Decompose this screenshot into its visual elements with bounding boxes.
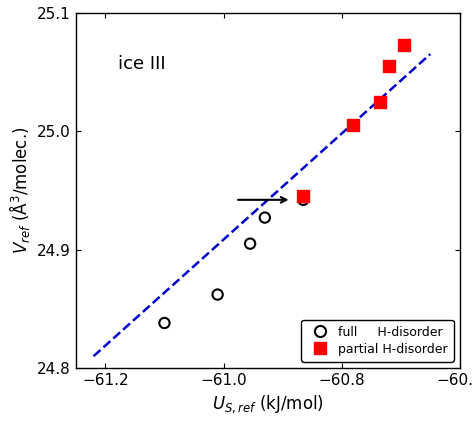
Y-axis label: $V_{ref}$ ($\mathregular{\AA}^3$/molec.): $V_{ref}$ ($\mathregular{\AA}^3$/molec.) bbox=[7, 126, 32, 254]
Point bbox=[350, 122, 357, 129]
Point bbox=[261, 214, 269, 221]
Text: ice III: ice III bbox=[118, 55, 166, 73]
Point bbox=[400, 41, 408, 48]
Legend: full     H-disorder, partial H-disorder: full H-disorder, partial H-disorder bbox=[301, 319, 454, 362]
Point bbox=[376, 98, 384, 105]
Point bbox=[246, 240, 254, 247]
Point bbox=[214, 291, 221, 298]
Point bbox=[385, 63, 392, 69]
Point bbox=[300, 196, 307, 203]
Text: q-TIP4P/F: q-TIP4P/F bbox=[385, 335, 448, 349]
Point bbox=[300, 193, 307, 200]
X-axis label: $U_{S,ref}$ (kJ/mol): $U_{S,ref}$ (kJ/mol) bbox=[212, 393, 324, 415]
Point bbox=[161, 320, 168, 327]
